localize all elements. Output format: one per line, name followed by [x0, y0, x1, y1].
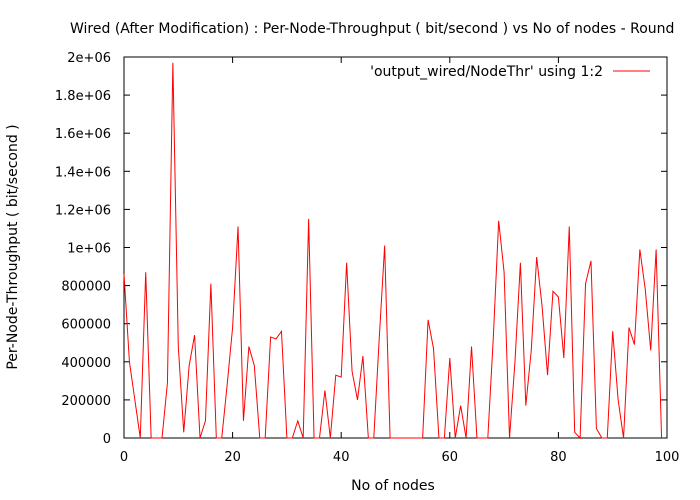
y-tick-label: 0 [103, 432, 111, 447]
y-tick-label: 1e+06 [67, 242, 111, 257]
series-layer [123, 62, 663, 440]
legend-label: 'output_wired/NodeThr' using 1:2 [370, 64, 603, 80]
x-tick-label: 100 [655, 450, 680, 465]
y-axis-label: Per-Node-Throughput ( bit/second ) [5, 124, 21, 369]
y-tick-label: 1.4e+06 [55, 165, 111, 180]
x-tick-label: 40 [333, 450, 350, 465]
x-tick-label: 60 [442, 450, 459, 465]
x-tick-label: 0 [120, 450, 128, 465]
plot-frame [123, 56, 668, 439]
x-tick-label: 20 [224, 450, 241, 465]
y-tick-label: 1.8e+06 [55, 89, 111, 104]
y-tick-label: 1.2e+06 [55, 203, 111, 218]
x-axis: 0 20 40 60 80 100 [120, 57, 680, 465]
y-tick-label: 600000 [61, 318, 111, 333]
y-tick-label: 1.6e+06 [55, 127, 111, 142]
chart-title: Wired (After Modification) : Per-Node-Th… [70, 21, 674, 37]
x-tick-label: 80 [550, 450, 567, 465]
y-tick-label: 800000 [61, 280, 111, 295]
legend: 'output_wired/NodeThr' using 1:2 [370, 64, 650, 80]
series-line-0 [123, 62, 663, 440]
y-axis: 0 200000 400000 600000 800000 1e+06 1.2e+06 1.4… [55, 51, 667, 447]
plot-area [123, 56, 668, 439]
y-tick-label: 2e+06 [67, 51, 111, 66]
y-tick-label: 200000 [61, 394, 111, 409]
y-tick-label: 400000 [61, 356, 111, 371]
x-axis-label: No of nodes [351, 478, 435, 494]
